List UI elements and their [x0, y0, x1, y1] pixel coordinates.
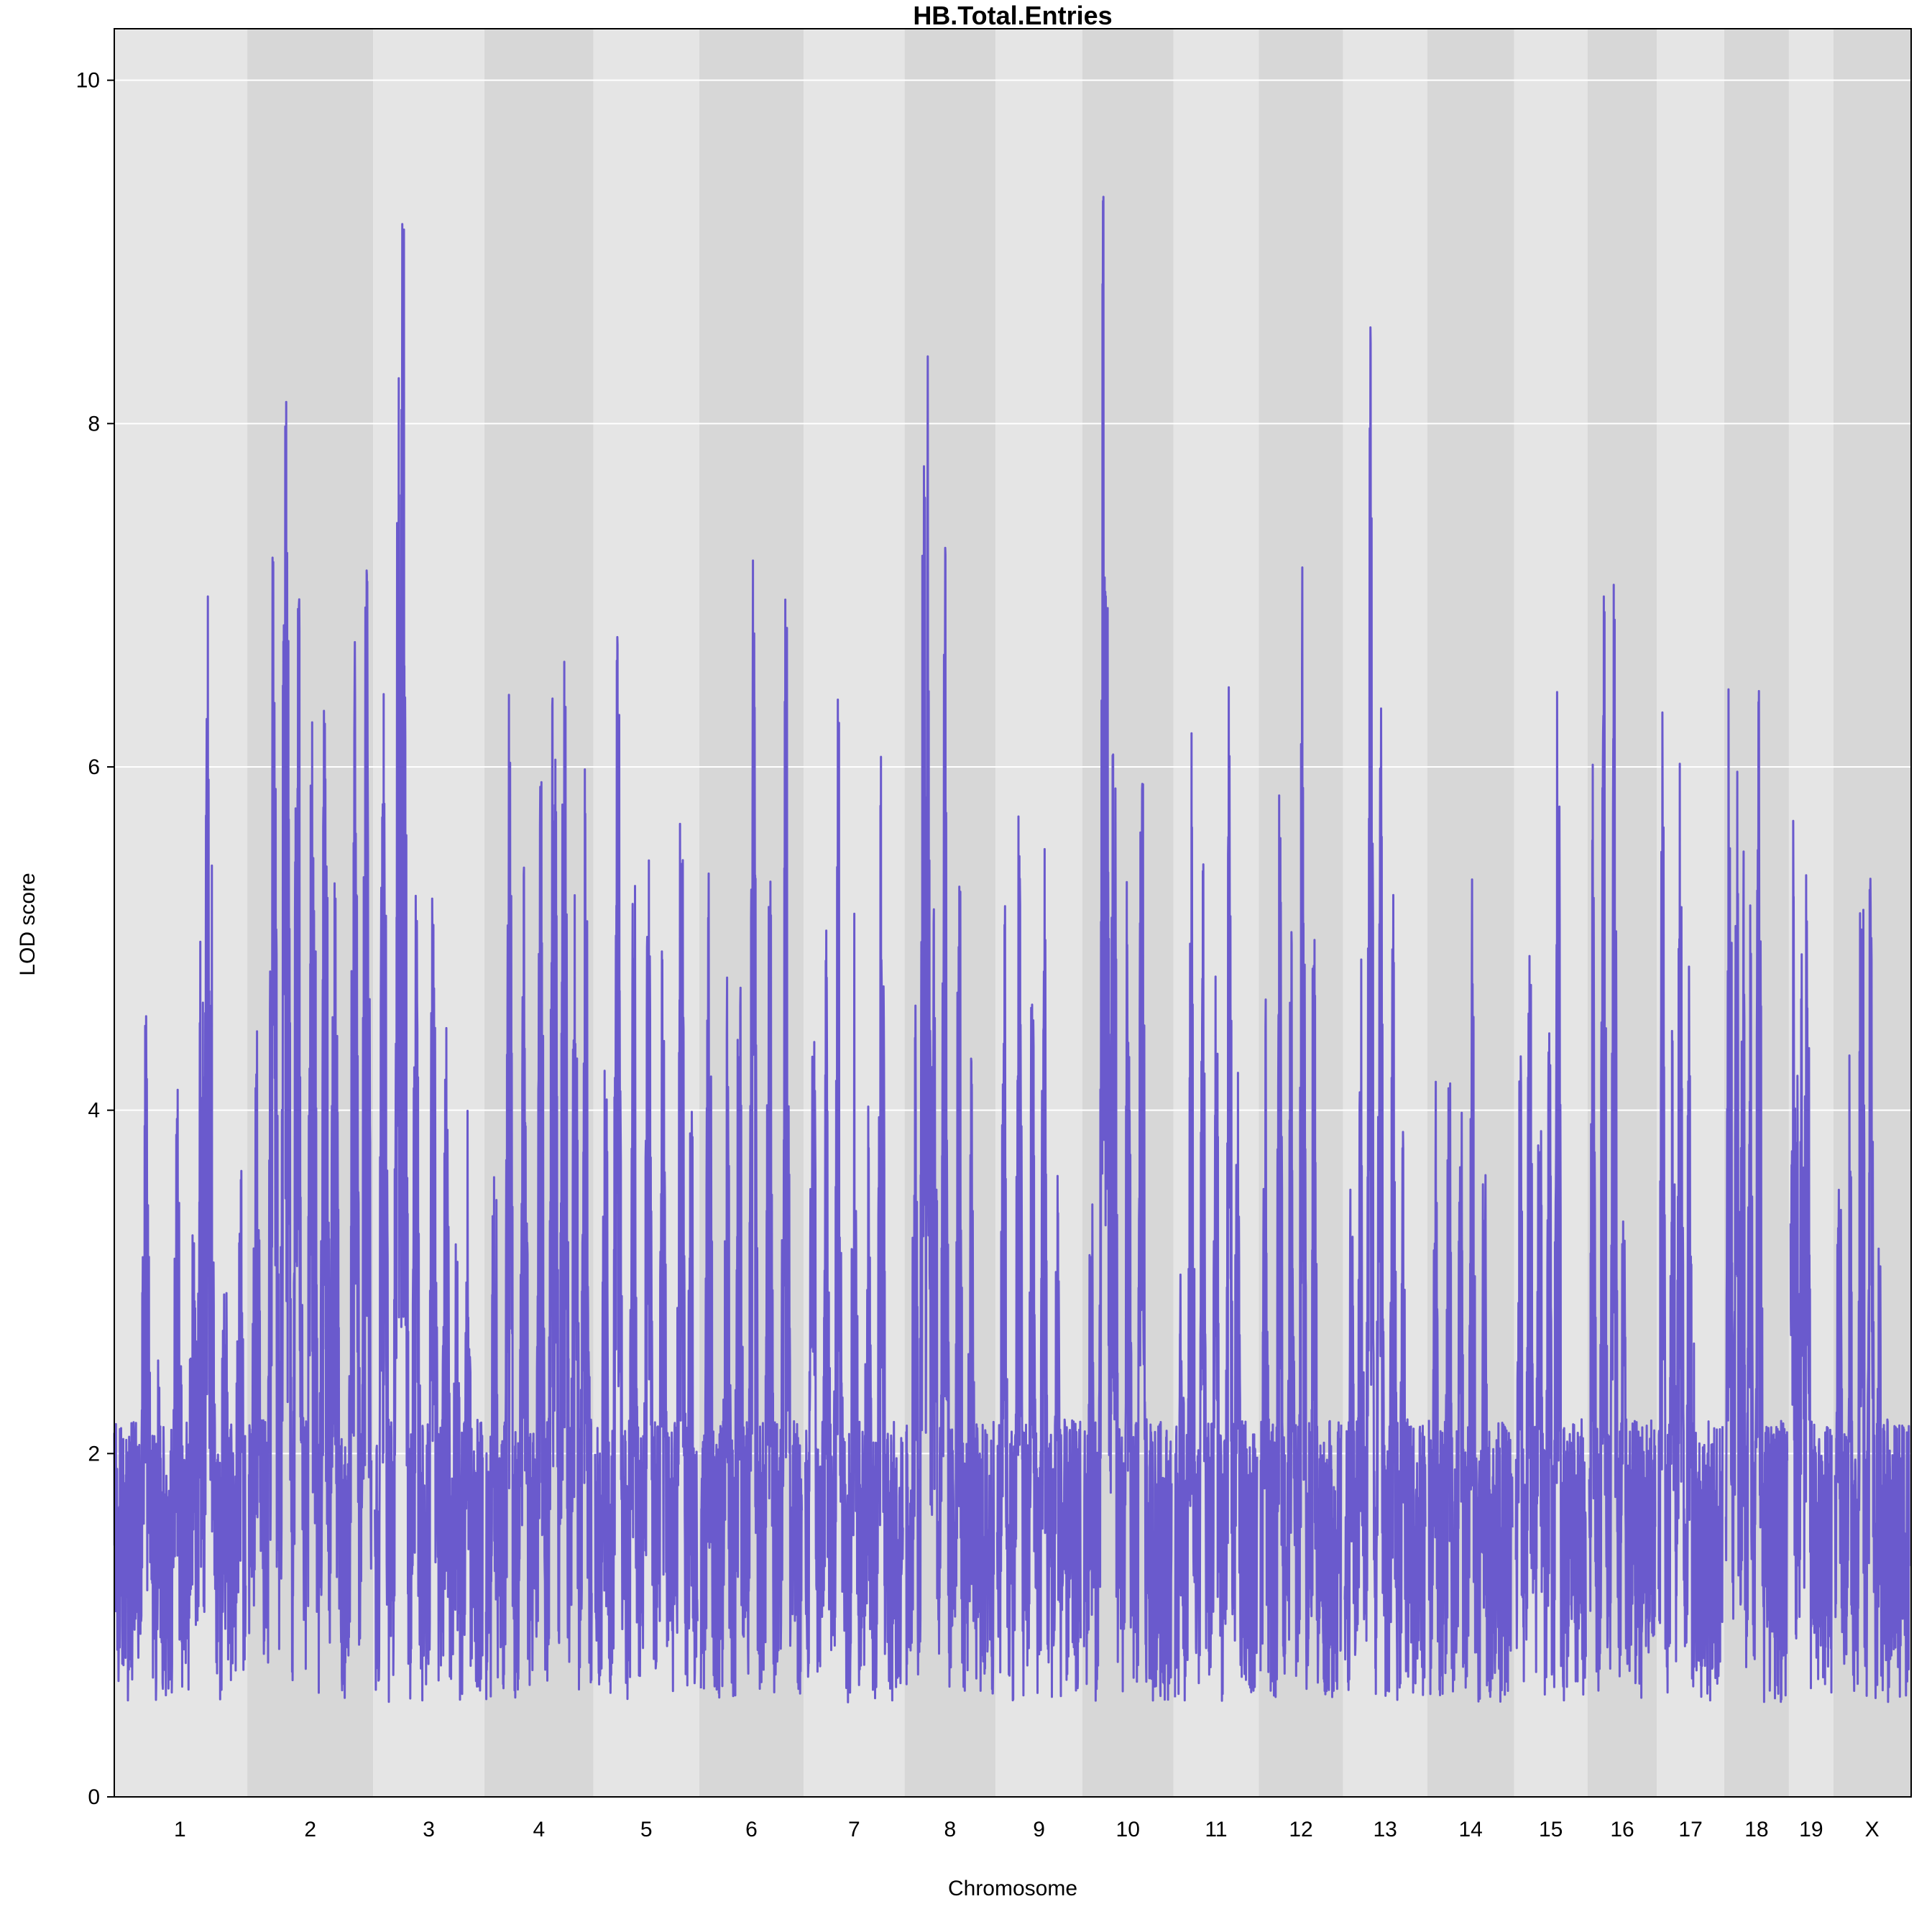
plot-frame — [114, 28, 1912, 1798]
x-tick-label-chr-15: 15 — [1539, 1818, 1563, 1841]
y-tick-label-0: 0 — [88, 1785, 100, 1809]
lod-line-chr-3 — [374, 223, 484, 1703]
x-tick-label-chr-17: 17 — [1678, 1818, 1702, 1841]
x-tick-label-chr-3: 3 — [423, 1818, 435, 1841]
x-tick-label-chr-X: X — [1865, 1818, 1880, 1841]
chart-title: HB.Total.Entries — [913, 1, 1112, 30]
lod-line-chr-6 — [699, 559, 803, 1699]
lod-line-chr-4 — [484, 661, 593, 1701]
lod-series — [113, 196, 1910, 1703]
lod-line-chr-15 — [1514, 691, 1587, 1702]
x-tick-label-chr-2: 2 — [304, 1818, 316, 1841]
x-tick-label-chr-16: 16 — [1610, 1818, 1634, 1841]
lod-line-chr-X — [1834, 878, 1910, 1703]
y-tick-label-6: 6 — [88, 755, 100, 779]
lod-line-chr-7 — [804, 698, 904, 1703]
lod-line-chr-16 — [1588, 584, 1657, 1699]
x-axis-ticks: 1 2 3 4 5 6 7 8 9 10 11 12 13 14 15 16 17 18 19 X — [174, 1818, 1880, 1841]
lod-line-chr-2 — [247, 400, 373, 1699]
x-tick-label-chr-19: 19 — [1799, 1818, 1823, 1841]
y-tick-label-8: 8 — [88, 412, 100, 436]
y-tick-label-2: 2 — [88, 1442, 100, 1466]
lod-line-chr-19 — [1789, 819, 1833, 1694]
x-tick-label-chr-18: 18 — [1744, 1818, 1768, 1841]
lod-line-chr-11 — [1174, 686, 1259, 1702]
x-tick-label-chr-13: 13 — [1373, 1818, 1397, 1841]
x-tick-label-chr-1: 1 — [174, 1818, 186, 1841]
lod-line-chr-17 — [1657, 711, 1724, 1702]
x-tick-label-chr-5: 5 — [640, 1818, 653, 1841]
lod-line-chr-14 — [1427, 878, 1514, 1703]
x-tick-label-chr-12: 12 — [1289, 1818, 1312, 1841]
x-tick-label-chr-10: 10 — [1116, 1818, 1140, 1841]
lod-line-chr-10 — [1082, 196, 1173, 1702]
lod-line-chr-9 — [995, 815, 1082, 1702]
x-tick-label-chr-6: 6 — [745, 1818, 758, 1841]
y-tick-label-4: 4 — [88, 1099, 100, 1123]
lod-line-chr-1 — [113, 595, 247, 1702]
y-axis-label: LOD score — [16, 873, 40, 975]
lod-line-chr-8 — [905, 355, 995, 1695]
lod-line-chr-12 — [1259, 566, 1343, 1698]
lod-line-chr-13 — [1343, 326, 1427, 1701]
x-tick-label-chr-8: 8 — [944, 1818, 957, 1841]
x-tick-label-chr-4: 4 — [533, 1818, 545, 1841]
y-tick-label-10: 10 — [76, 69, 100, 93]
x-tick-label-chr-11: 11 — [1205, 1818, 1227, 1841]
x-axis-label: Chromosome — [948, 1877, 1077, 1900]
x-tick-label-chr-9: 9 — [1033, 1818, 1045, 1841]
x-tick-label-chr-7: 7 — [848, 1818, 860, 1841]
lod-line-chr-5 — [594, 635, 699, 1701]
x-tick-label-chr-14: 14 — [1458, 1818, 1482, 1841]
lod-line-chr-18 — [1724, 688, 1789, 1703]
y-axis-ticks: 0 2 4 6 8 10 — [76, 69, 114, 1809]
